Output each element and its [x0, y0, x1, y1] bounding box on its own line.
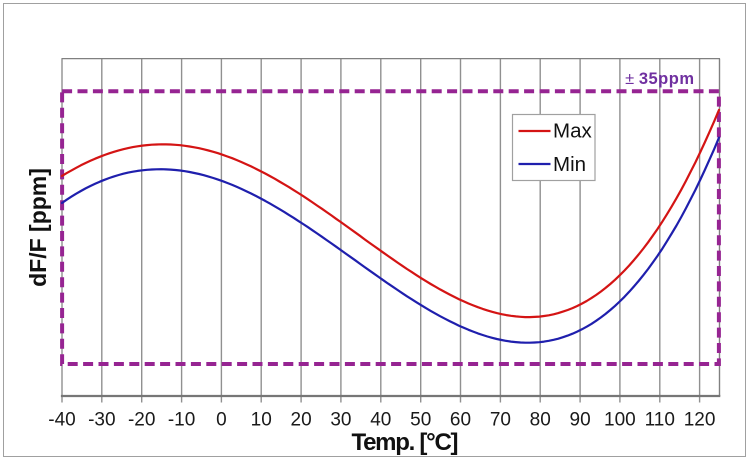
svg-text:120: 120 — [684, 410, 716, 431]
svg-text:50: 50 — [410, 410, 431, 431]
svg-text:-30: -30 — [88, 410, 115, 431]
svg-text:60: 60 — [450, 410, 471, 431]
svg-text:Temp. [°C]: Temp. [°C] — [352, 429, 459, 456]
svg-text:-40: -40 — [48, 410, 75, 431]
svg-text:80: 80 — [530, 410, 551, 431]
svg-text:0: 0 — [216, 410, 227, 431]
svg-text:Min: Min — [553, 153, 586, 176]
svg-text:30: 30 — [330, 410, 351, 431]
svg-text:-10: -10 — [168, 410, 195, 431]
svg-text:70: 70 — [490, 410, 511, 431]
svg-text:100: 100 — [604, 410, 636, 431]
svg-text:-20: -20 — [128, 410, 155, 431]
svg-text:± 35ppm: ± 35ppm — [625, 70, 694, 88]
svg-text:90: 90 — [570, 410, 591, 431]
svg-text:20: 20 — [291, 410, 312, 431]
svg-text:dF/F [ppm]: dF/F [ppm] — [25, 168, 51, 287]
svg-text:40: 40 — [370, 410, 391, 431]
svg-text:110: 110 — [645, 410, 675, 431]
svg-text:Max: Max — [553, 119, 592, 142]
svg-text:10: 10 — [251, 410, 272, 431]
